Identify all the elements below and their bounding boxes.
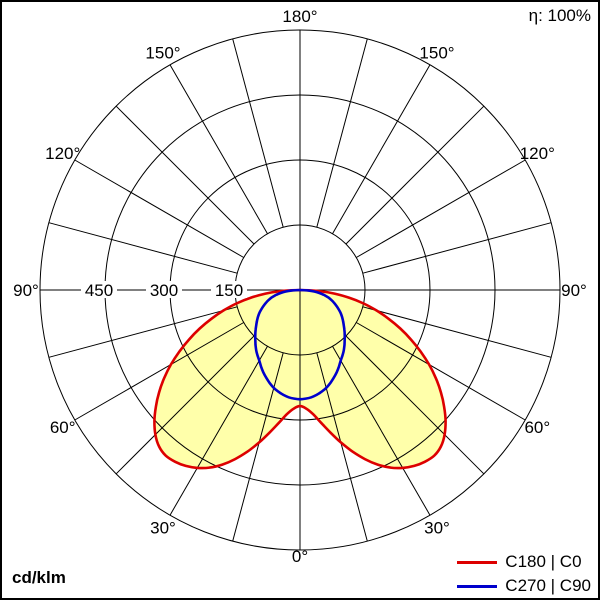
angle-label: 180° bbox=[282, 7, 317, 26]
ring-label: 450 bbox=[85, 281, 113, 300]
grid-spoke bbox=[169, 64, 268, 234]
legend-label-c90: C270 | C90 bbox=[505, 576, 591, 595]
grid-spoke bbox=[345, 335, 485, 475]
grid-spoke bbox=[356, 322, 526, 421]
angle-label: 30° bbox=[150, 518, 176, 537]
grid-spoke bbox=[362, 306, 552, 358]
angle-label: 90° bbox=[561, 281, 587, 300]
grid-spoke bbox=[74, 322, 244, 421]
legend-item-c0: C180 | C0 bbox=[457, 551, 591, 573]
grid-spoke bbox=[232, 352, 284, 542]
grid-spoke bbox=[316, 352, 368, 542]
angle-label: 90° bbox=[13, 281, 39, 300]
ring-label-bg bbox=[81, 281, 117, 298]
c0-c180-line-swatch bbox=[457, 560, 498, 564]
ring-label-bg bbox=[211, 281, 247, 298]
ring-label-bg bbox=[146, 281, 182, 298]
grid-spoke bbox=[356, 159, 526, 258]
ring-label: 150 bbox=[215, 281, 243, 300]
legend-item-c90: C270 | C90 bbox=[457, 575, 591, 597]
grid-spoke bbox=[115, 335, 255, 475]
legend-label-c0: C180 | C0 bbox=[505, 552, 582, 571]
grid-spoke bbox=[169, 346, 268, 516]
polar-grid bbox=[39, 29, 561, 551]
efficiency-label: η: 100% bbox=[528, 6, 591, 25]
axis-labels: 150 300 450 0° 30° 30° 60° 60° 90° 90° 120° 120° 150… bbox=[13, 7, 587, 566]
grid-spoke bbox=[232, 38, 284, 228]
angle-label: 150° bbox=[145, 44, 180, 63]
unit-label: cd/klm bbox=[12, 568, 66, 587]
curve-c180-c0 bbox=[153, 288, 447, 470]
grid-spoke bbox=[316, 38, 368, 228]
grid-spoke bbox=[345, 105, 485, 245]
angle-label: 0° bbox=[292, 547, 308, 566]
curves bbox=[153, 288, 447, 470]
c90-c270-line-swatch bbox=[457, 584, 498, 588]
legend: C180 | C0 C270 | C90 bbox=[457, 551, 591, 597]
grid-spoke bbox=[48, 222, 238, 274]
curve-c270-c90 bbox=[253, 288, 347, 401]
grid-spoke bbox=[48, 306, 238, 358]
grid-spoke bbox=[115, 105, 255, 245]
grid-spoke bbox=[74, 159, 244, 258]
ring-label: 300 bbox=[150, 281, 178, 300]
grid-spoke bbox=[332, 346, 431, 516]
angle-label: 60° bbox=[50, 418, 76, 437]
grid-spoke bbox=[332, 64, 431, 234]
angle-label: 120° bbox=[520, 144, 555, 163]
angle-label: 120° bbox=[45, 144, 80, 163]
angle-label: 60° bbox=[524, 418, 550, 437]
angle-label: 150° bbox=[419, 44, 454, 63]
angle-label: 30° bbox=[424, 518, 450, 537]
grid-spoke bbox=[362, 222, 552, 274]
